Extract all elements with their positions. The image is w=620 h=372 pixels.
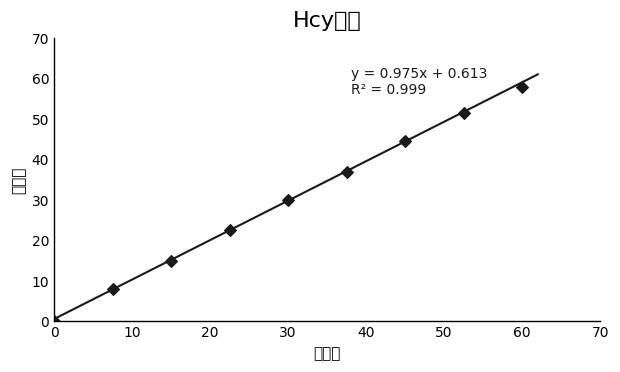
Y-axis label: 实测値: 实测値 xyxy=(11,166,26,193)
Point xyxy=(166,258,176,264)
Point xyxy=(49,318,59,324)
Point xyxy=(517,84,527,90)
Point xyxy=(108,286,118,292)
Title: Hcy线性: Hcy线性 xyxy=(293,11,361,31)
Point xyxy=(459,110,469,116)
Point xyxy=(400,138,410,144)
X-axis label: 理论値: 理论値 xyxy=(314,346,341,361)
Point xyxy=(224,227,234,233)
Point xyxy=(283,197,293,203)
Point xyxy=(342,169,352,175)
Text: y = 0.975x + 0.613
R² = 0.999: y = 0.975x + 0.613 R² = 0.999 xyxy=(350,67,487,97)
